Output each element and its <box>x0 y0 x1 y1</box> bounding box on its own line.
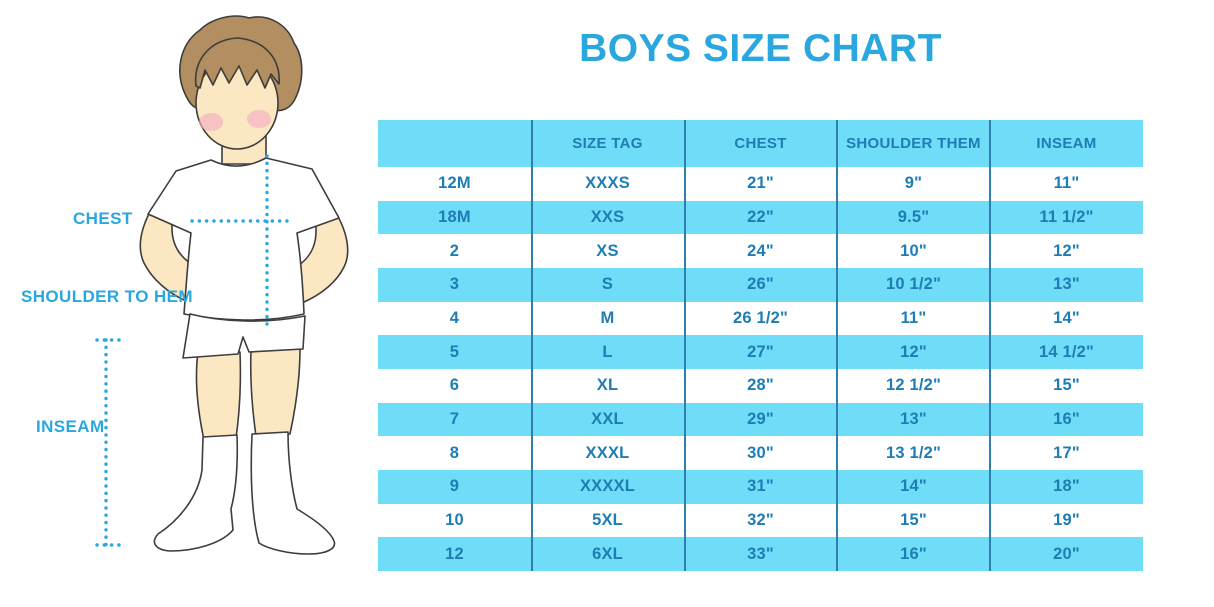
table-cell: S <box>601 275 614 294</box>
table-cell: 3 <box>449 275 460 294</box>
table-header-row: SIZE TAG CHEST SHOULDER THEM INSEAM <box>378 120 1143 167</box>
column-header: CHEST <box>734 135 787 152</box>
table-cell: 33" <box>747 544 774 563</box>
table-cell: 11" <box>900 309 927 328</box>
table-cell: L <box>602 342 613 361</box>
measurement-dotted-lines <box>95 154 292 547</box>
table-cell: 9" <box>904 174 923 193</box>
table-cell: 12M <box>438 174 471 193</box>
table-cell: 30" <box>747 443 774 462</box>
table-cell: 21" <box>747 174 774 193</box>
table-row: 6 XL 28" 12 1/2" 15" <box>378 369 1143 403</box>
table-cell: 32" <box>747 511 774 530</box>
table-cell: XXL <box>591 410 624 429</box>
table-cell: 15" <box>1053 376 1080 395</box>
table-cell: 5XL <box>592 511 623 530</box>
table-cell: 29" <box>747 410 774 429</box>
table-row: 8 XXXL 30" 13 1/2" 17" <box>378 436 1143 471</box>
table-row: 4 M 26 1/2" 11" 14" <box>378 301 1143 336</box>
column-header: SIZE TAG <box>572 135 643 152</box>
chart-title: BOYS SIZE CHART <box>579 27 942 70</box>
column-divider <box>836 120 838 571</box>
table-row: 18M XXS 22" 9.5" 11 1/2" <box>378 200 1143 235</box>
table-cell: 26 1/2" <box>732 309 789 328</box>
table-cell: 4 <box>449 309 460 328</box>
table-cell: 24" <box>747 241 774 260</box>
table-cell: 12" <box>900 342 927 361</box>
inseam-label: INSEAM <box>36 417 105 436</box>
table-cell: 10" <box>900 241 927 260</box>
table-cell: 12" <box>1053 241 1080 260</box>
table-cell: 9 <box>449 477 460 496</box>
table-cell: 14" <box>900 477 927 496</box>
table-row: 9 XXXXL 31" 14" 18" <box>378 470 1143 504</box>
table-cell: XXS <box>590 208 625 226</box>
table-cell: 27" <box>747 342 774 361</box>
shoulder-to-hem-label: SHOULDER TO HEM <box>21 287 193 306</box>
size-table: SIZE TAG CHEST SHOULDER THEM INSEAM 12M XXXS… <box>378 120 1143 572</box>
column-header: INSEAM <box>1036 135 1097 152</box>
table-cell: 12 1/2" <box>885 376 942 395</box>
table-cell: M <box>600 309 615 328</box>
table-row: 5 L 27" 12" 14 1/2" <box>378 335 1143 370</box>
table-cell: 13 1/2" <box>885 443 942 462</box>
table-cell: 26" <box>747 275 774 294</box>
table-cell: XL <box>596 376 619 395</box>
table-cell: 8 <box>449 443 460 462</box>
table-cell: 16" <box>1053 410 1080 429</box>
table-cell: 15" <box>900 511 927 530</box>
table-row: 2 XS 24" 10" 12" <box>378 234 1143 269</box>
table-cell: 5 <box>449 342 460 361</box>
chest-label: CHEST <box>73 209 133 228</box>
table-cell: 6XL <box>592 544 623 563</box>
table-cell: 10 1/2" <box>885 275 942 294</box>
table-cell: 2 <box>449 241 460 260</box>
column-divider <box>531 120 533 571</box>
table-row: 10 5XL 32" 15" 19" <box>378 503 1143 538</box>
table-cell: 13" <box>1053 275 1080 294</box>
table-cell: 11 1/2" <box>1039 208 1094 226</box>
table-row: 12 6XL 33" 16" 20" <box>378 537 1143 572</box>
table-cell: XS <box>596 241 619 260</box>
table-cell: 10 <box>445 511 464 530</box>
table-cell: 28" <box>747 376 774 395</box>
table-cell: 6 <box>449 376 460 395</box>
table-cell: 18M <box>438 208 471 226</box>
boy-illustration <box>95 15 349 555</box>
table-cell: 18" <box>1053 477 1080 496</box>
table-cell: 14 1/2" <box>1038 342 1095 361</box>
table-row: 3 S 26" 10 1/2" 13" <box>378 268 1143 302</box>
table-cell: 9.5" <box>897 208 930 226</box>
table-cell: 11" <box>1053 174 1080 193</box>
table-cell: 12 <box>445 544 464 563</box>
table-cell: 13" <box>900 410 927 429</box>
table-row: 7 XXL 29" 13" 16" <box>378 402 1143 437</box>
table-cell: XXXXL <box>579 477 636 496</box>
measurement-figure: CHEST SHOULDER TO HEM INSEAM <box>0 0 380 607</box>
table-cell: 19" <box>1053 511 1080 530</box>
column-divider <box>989 120 991 571</box>
column-divider <box>684 120 686 571</box>
table-cell: XXXS <box>585 174 630 193</box>
table-cell: 7 <box>449 410 460 429</box>
table-body: 12M XXXS 21" 9" 11" 18M XXS 22" 9.5" 11 1/2" 2 XS 24… <box>378 167 1143 572</box>
table-cell: 17" <box>1053 443 1080 462</box>
table-cell: 31" <box>747 477 774 496</box>
table-cell: 16" <box>900 544 927 563</box>
table-row: 12M XXXS 21" 9" 11" <box>378 167 1143 201</box>
table-cell: 14" <box>1053 309 1080 328</box>
table-cell: XXXL <box>585 443 630 462</box>
column-header: SHOULDER THEM <box>846 135 981 152</box>
table-cell: 20" <box>1053 544 1080 563</box>
column-header <box>378 120 531 167</box>
table-cell: 22" <box>747 208 774 226</box>
